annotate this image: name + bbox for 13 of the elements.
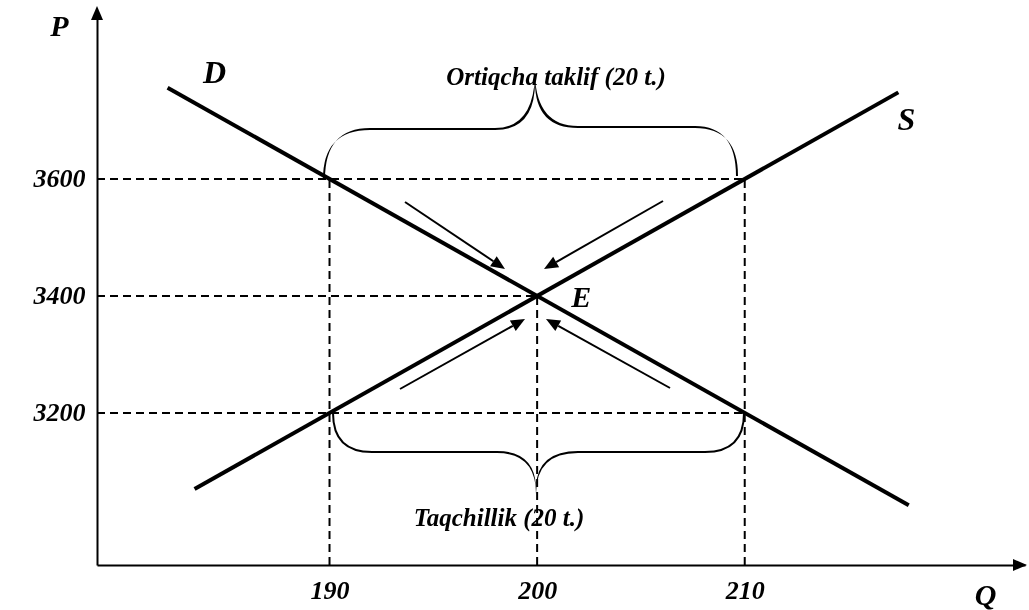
x-axis-title: Q — [974, 577, 997, 610]
x-tick-label: 200 — [517, 575, 558, 605]
series-label: S — [897, 101, 916, 138]
series-label: D — [202, 53, 227, 90]
annotation: Ortiqcha taklif (20 t.) — [446, 63, 666, 91]
y-tick-label: 3600 — [32, 164, 86, 194]
annotation: E — [570, 279, 592, 313]
x-tick-label: 210 — [724, 575, 765, 605]
y-axis-title: P — [49, 8, 70, 42]
x-tick-label: 190 — [310, 575, 350, 605]
y-tick-label: 3400 — [32, 281, 86, 311]
annotation: Taqchillik (20 t.) — [413, 504, 585, 532]
y-tick-label: 3200 — [32, 398, 86, 428]
